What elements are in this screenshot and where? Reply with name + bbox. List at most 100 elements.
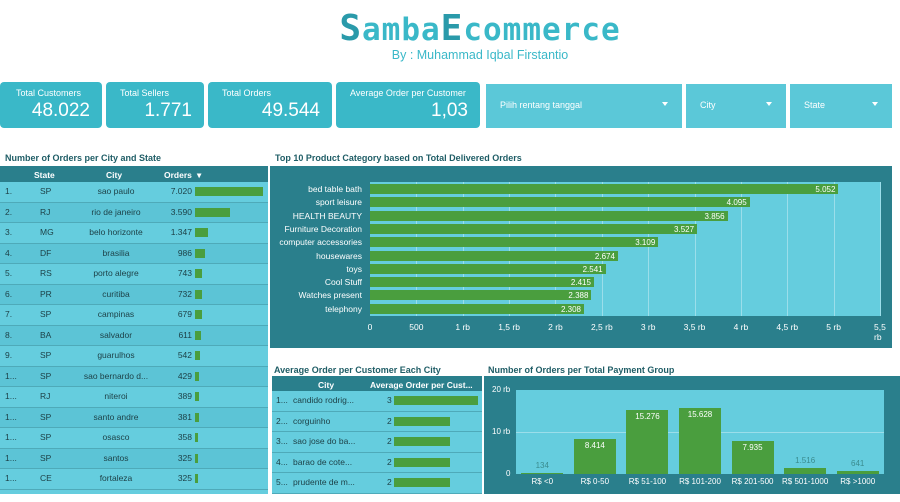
payment-bar (679, 408, 721, 474)
row-number: 5. (5, 268, 13, 278)
category-label: Cool Stuff (324, 277, 362, 288)
payment-bar (626, 409, 669, 474)
category-label: Furniture Decoration (284, 223, 362, 234)
gridline (648, 182, 650, 316)
y-tick-label: 20 rb (492, 385, 511, 394)
orders-bar (195, 412, 199, 422)
cell-state: SP (40, 186, 52, 196)
avg-order-bar (394, 396, 478, 405)
x-tick-label: 3,5 rb (683, 322, 706, 332)
table-row[interactable]: 2. RJ rio de janeiro 3.590 (0, 202, 268, 223)
column-header-avg-order[interactable]: Average Order per Cust... (370, 380, 473, 390)
table-row[interactable]: 1... candido rodrig... 3 (272, 391, 482, 412)
table-row[interactable]: 4... barao de cote... 2 (272, 452, 482, 473)
chevron-down-icon (766, 102, 772, 106)
bar-value-label: 4.095 (726, 198, 747, 208)
avg-order-bar (394, 437, 450, 446)
bar-value-label: 134 (535, 461, 549, 471)
city-filter[interactable]: City (686, 84, 786, 128)
city-orders-table: State City Orders ▾ 1. SP sao paulo 7.020 2.… (0, 166, 268, 494)
cell-city: niteroi (104, 391, 128, 401)
table-row[interactable]: 6. PR curitiba 732 (0, 284, 268, 305)
cell-state: SP (40, 309, 52, 319)
x-tick-label: 4 rb (733, 322, 749, 332)
x-tick-label: 4,5 rb (776, 322, 799, 332)
column-header-state[interactable]: State (34, 170, 55, 180)
payment-bar (573, 438, 616, 474)
cell-orders: 732 (177, 288, 192, 299)
date-range-label: Pilih rentang tanggal (500, 100, 583, 110)
cell-state: RJ (40, 206, 51, 217)
table-row[interactable]: 2... corguinho 2 (272, 411, 482, 432)
cell-city: sao bernardo d... (83, 370, 149, 381)
row-number: 1. (5, 186, 13, 196)
table-row[interactable]: 1... SP santo andre 381 (0, 407, 268, 428)
row-number: 3. (5, 227, 13, 237)
gridline (509, 182, 511, 316)
table-header: State City Orders ▾ (0, 166, 268, 182)
table-row[interactable]: 1. SP sao paulo 7.020 (0, 182, 268, 203)
category-label: HEALTH BEAUTY (292, 210, 362, 221)
table-row[interactable]: 7. SP campinas 679 (0, 305, 268, 326)
cell-orders: 743 (177, 268, 192, 278)
avg-table-title: Average Order per Customer Each City (274, 365, 441, 375)
column-header-city[interactable]: City (106, 170, 123, 180)
y-tick-label: 10 rb (492, 427, 511, 436)
state-filter-label: State (804, 100, 826, 110)
bar-value-label: 641 (851, 459, 865, 469)
table-row[interactable]: 1... SP osasco 358 (0, 428, 268, 449)
table-row[interactable]: 5. RS porto alegre 743 (0, 264, 268, 285)
kpi-label: Average Order per Customer (350, 88, 466, 98)
kpi-value: 1.771 (144, 100, 192, 121)
row-number: 6. (5, 288, 13, 299)
cell-orders: 679 (177, 309, 192, 319)
cell-avg-order: 2 (387, 456, 392, 467)
column-header-orders[interactable]: Orders (164, 170, 192, 180)
kpi-avg-order: Average Order per Customer 1,03 (336, 82, 480, 128)
orders-bar (195, 371, 200, 381)
orders-bar (195, 453, 199, 463)
row-number: 1... (5, 411, 17, 422)
cell-orders: 1.347 (170, 227, 192, 237)
column-header-city[interactable]: City (318, 380, 335, 390)
table-row[interactable]: 5... prudente de m... 2 (272, 473, 482, 494)
table-row[interactable]: 8. BA salvador 611 (0, 325, 268, 346)
cell-avg-order: 2 (387, 436, 392, 446)
cell-state: PR (40, 288, 52, 299)
state-filter[interactable]: State (790, 84, 892, 128)
avg-order-table: City Average Order per Cust... 1... candi… (272, 376, 482, 494)
cell-city: campinas (97, 309, 135, 319)
bar-value-label: 1.516 (795, 455, 816, 465)
table-row[interactable]: 4. DF brasilia 986 (0, 243, 268, 264)
table-row[interactable]: 3. MG belo horizonte 1.347 (0, 223, 268, 244)
table-row[interactable]: 1... SP santos 325 (0, 448, 268, 469)
gridline (787, 182, 789, 316)
row-number: 4... (276, 456, 288, 467)
cell-orders: 429 (177, 370, 192, 381)
sort-desc-icon[interactable]: ▾ (197, 170, 202, 180)
cell-city: salvador (99, 329, 133, 340)
gridline (555, 182, 557, 316)
cell-avg-order: 2 (387, 477, 392, 487)
orders-bar (195, 474, 199, 483)
cell-city: rio de janeiro (91, 206, 141, 217)
table-row[interactable]: 1... CE fortaleza 325 (0, 469, 268, 490)
table-row[interactable]: 9. SP guarulhos 542 (0, 346, 268, 367)
x-tick-label: 3 rb (640, 322, 656, 332)
orders-bar (195, 269, 203, 278)
cell-state: SP (40, 432, 52, 442)
orders-bar (195, 228, 209, 237)
cell-state: RJ (40, 391, 51, 401)
gridline (880, 182, 881, 316)
row-number: 1... (5, 432, 17, 442)
table-row[interactable]: 1... SP sao bernardo d... 429 (0, 366, 268, 387)
date-range-control[interactable]: Pilih rentang tanggal (486, 84, 682, 128)
table-row[interactable]: 3... sao jose do ba... 2 (272, 432, 482, 453)
table-header: City Average Order per Cust... (272, 376, 482, 391)
x-tick-label: 1 rb (455, 322, 471, 332)
kpi-label: Total Sellers (120, 88, 170, 98)
cell-city: osasco (102, 432, 130, 442)
table-row[interactable]: 1... RJ niteroi 389 (0, 387, 268, 408)
cell-city: santo andre (93, 411, 139, 422)
x-tick-label: 500 (409, 322, 424, 332)
